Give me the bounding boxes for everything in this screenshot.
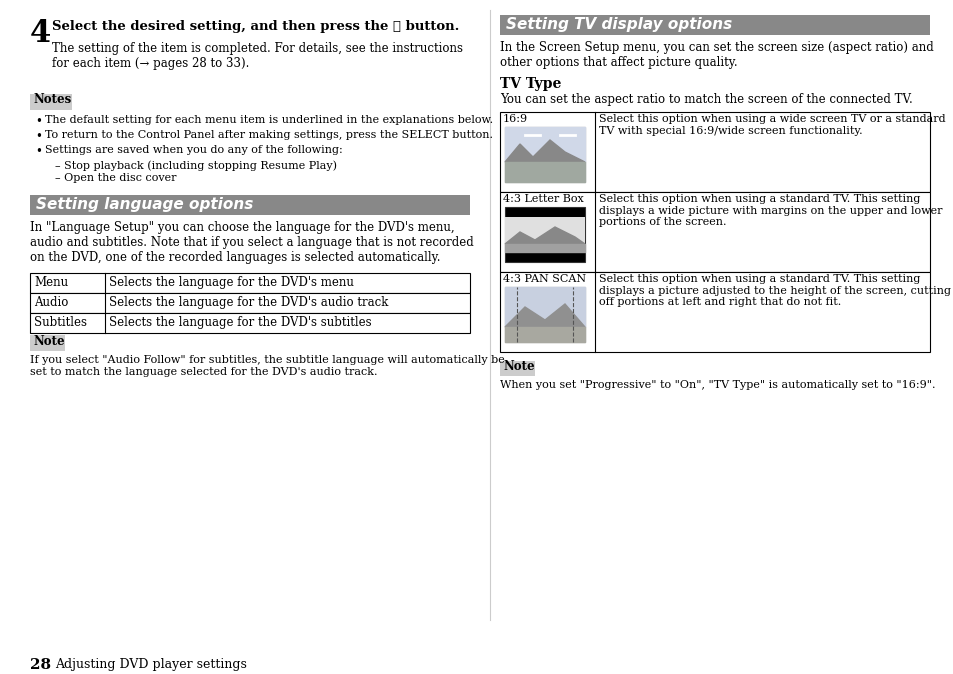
Text: 4: 4 — [30, 18, 51, 49]
Bar — [30, 335, 65, 351]
Text: Adjusting DVD player settings: Adjusting DVD player settings — [55, 658, 247, 671]
Text: 4:3 Letter Box: 4:3 Letter Box — [502, 194, 583, 204]
Text: •: • — [35, 115, 42, 128]
Text: Audio: Audio — [34, 296, 69, 309]
Bar — [30, 94, 71, 110]
Bar — [504, 287, 584, 342]
Text: Note: Note — [33, 335, 65, 348]
Polygon shape — [504, 304, 584, 327]
Bar — [30, 273, 470, 293]
Text: When you set "Progressive" to "On", "TV Type" is automatically set to "16:9".: When you set "Progressive" to "On", "TV … — [499, 380, 935, 390]
Polygon shape — [504, 227, 584, 244]
Text: 28: 28 — [30, 658, 51, 672]
Text: The setting of the item is completed. For details, see the instructions
for each: The setting of the item is completed. Fo… — [52, 42, 462, 70]
Text: Select this option when using a standard TV. This setting
displays a wide pictur: Select this option when using a standard… — [598, 194, 942, 227]
Text: •: • — [35, 130, 42, 143]
Text: Select this option when using a standard TV. This setting
displays a picture adj: Select this option when using a standard… — [598, 274, 950, 307]
Text: Notes: Notes — [33, 93, 71, 106]
Text: In the Screen Setup menu, you can set the screen size (aspect ratio) and
other o: In the Screen Setup menu, you can set th… — [499, 41, 933, 69]
Text: 16:9: 16:9 — [502, 114, 528, 124]
Text: If you select "Audio Follow" for subtitles, the subtitle language will automatic: If you select "Audio Follow" for subtitl… — [30, 355, 504, 377]
Text: Setting TV display options: Setting TV display options — [505, 17, 732, 32]
Text: Subtitles: Subtitles — [34, 316, 87, 329]
Bar — [499, 112, 929, 192]
Text: – Open the disc cover: – Open the disc cover — [55, 173, 176, 183]
Text: Selects the language for the DVD's menu: Selects the language for the DVD's menu — [109, 276, 354, 289]
Bar — [30, 195, 470, 215]
Bar — [499, 192, 929, 272]
Bar — [499, 361, 535, 376]
Text: Menu: Menu — [34, 276, 68, 289]
Bar — [504, 207, 584, 262]
Text: To return to the Control Panel after making settings, press the SELECT button.: To return to the Control Panel after mak… — [45, 130, 493, 140]
Bar — [504, 217, 584, 252]
Bar — [30, 313, 470, 333]
Text: 4:3 PAN SCAN: 4:3 PAN SCAN — [502, 274, 585, 284]
Text: Selects the language for the DVD's audio track: Selects the language for the DVD's audio… — [109, 296, 388, 309]
Text: Selects the language for the DVD's subtitles: Selects the language for the DVD's subti… — [109, 316, 372, 329]
Bar — [499, 15, 929, 35]
Bar — [504, 127, 584, 182]
Text: Note: Note — [502, 360, 534, 373]
Text: You can set the aspect ratio to match the screen of the connected TV.: You can set the aspect ratio to match th… — [499, 93, 912, 106]
Polygon shape — [504, 140, 584, 162]
Bar — [30, 293, 470, 313]
Text: Settings are saved when you do any of the following:: Settings are saved when you do any of th… — [45, 145, 342, 155]
Text: Select the desired setting, and then press the ⓧ button.: Select the desired setting, and then pre… — [52, 20, 459, 33]
Text: Setting language options: Setting language options — [36, 197, 253, 212]
Text: In "Language Setup" you can choose the language for the DVD's menu,
audio and su: In "Language Setup" you can choose the l… — [30, 221, 474, 264]
Text: TV Type: TV Type — [499, 77, 560, 91]
Text: – Stop playback (including stopping Resume Play): – Stop playback (including stopping Resu… — [55, 160, 336, 171]
Text: •: • — [35, 145, 42, 158]
Bar — [499, 272, 929, 352]
Text: Select this option when using a wide screen TV or a standard
TV with special 16:: Select this option when using a wide scr… — [598, 114, 944, 135]
Text: The default setting for each menu item is underlined in the explanations below.: The default setting for each menu item i… — [45, 115, 493, 125]
